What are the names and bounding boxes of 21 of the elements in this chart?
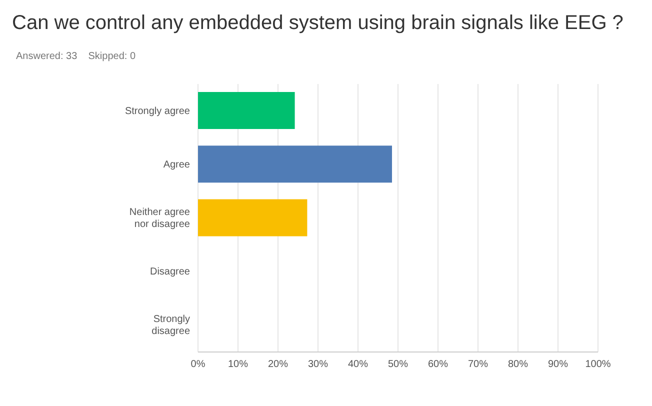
x-tick-label: 50%	[388, 359, 408, 370]
text: Answered: 33 Skipped: 0	[15, 50, 137, 62]
x-tick-label: 70%	[468, 359, 488, 370]
x-tick-label: 90%	[548, 359, 568, 370]
y-tick-label: Disagree	[150, 266, 190, 278]
y-tick-label: Strongly agree	[124, 105, 190, 116]
x-tick-label: 0%	[190, 359, 206, 370]
bar	[198, 199, 308, 236]
bar	[198, 146, 392, 183]
y-tick-label: Strongly disagree	[152, 314, 190, 337]
y-tick-label: Neither agree nor disagree	[129, 206, 190, 230]
x-tick-label: 30%	[308, 359, 328, 370]
chart-title: Can we control any embedded system using brain signals like EEG ?	[11, 11, 624, 35]
x-tick-label: 40%	[348, 359, 368, 370]
x-tick-label: 80%	[508, 359, 528, 370]
x-tick-label: 20%	[268, 359, 288, 370]
bar	[198, 92, 295, 129]
x-tick-label: 100%	[585, 359, 611, 370]
y-tick-label: Agree	[163, 159, 190, 170]
x-tick-label: 60%	[428, 359, 448, 370]
x-tick-label: 10%	[228, 359, 248, 370]
